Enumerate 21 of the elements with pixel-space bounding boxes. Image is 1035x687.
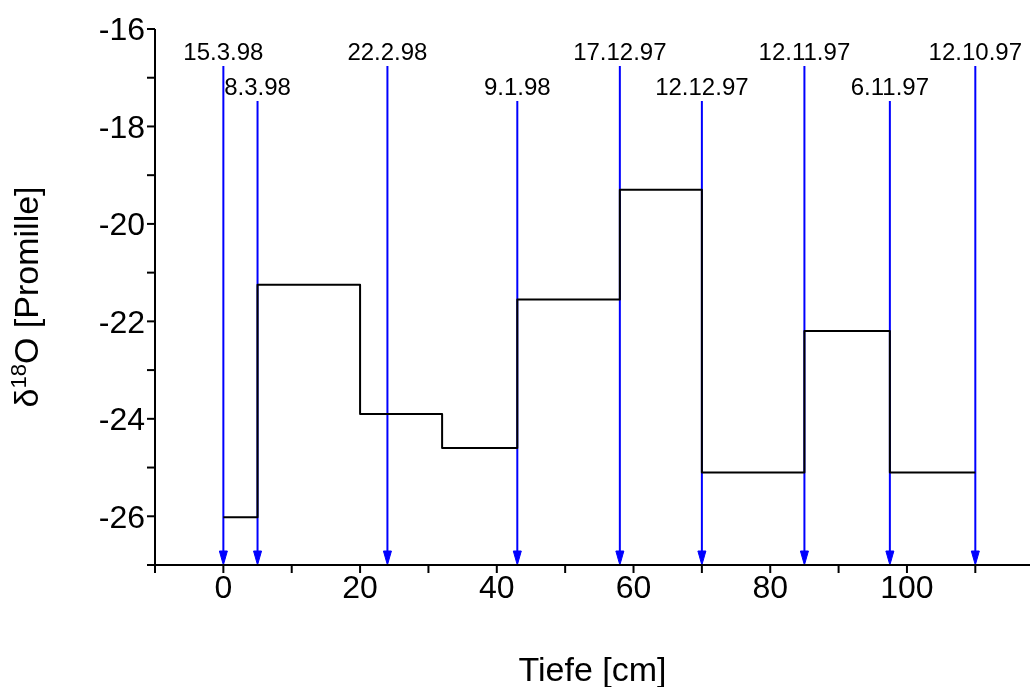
y-tick-label: -18 [98,108,145,145]
x-tick-label: 40 [479,568,515,605]
x-tick-label: 20 [342,568,378,605]
ref-line-label: 12.11.97 [758,38,851,65]
x-tick-label: 60 [615,568,652,605]
ref-line-label: 12.10.97 [928,38,1023,65]
ref-line-label: 15.3.98 [183,38,264,65]
ref-line-label: 12.12.97 [655,73,749,100]
ref-line-label: 9.1.98 [483,73,551,100]
y-tick-label: -22 [98,303,145,340]
x-tick-label: 0 [214,568,233,605]
x-tick-label: 100 [880,568,934,605]
ref-line-label: 8.3.98 [224,73,291,100]
y-tick-label: -26 [98,498,145,535]
ref-line-label: 22.2.98 [347,38,428,65]
ref-line-label: 17.12.97 [573,38,667,65]
y-tick-label: -20 [98,206,145,243]
y-tick-label: -24 [98,401,145,438]
ref-line-label: 6.11.97 [850,73,930,100]
y-tick-label: -16 [98,11,145,48]
x-tick-label: 80 [752,568,789,605]
